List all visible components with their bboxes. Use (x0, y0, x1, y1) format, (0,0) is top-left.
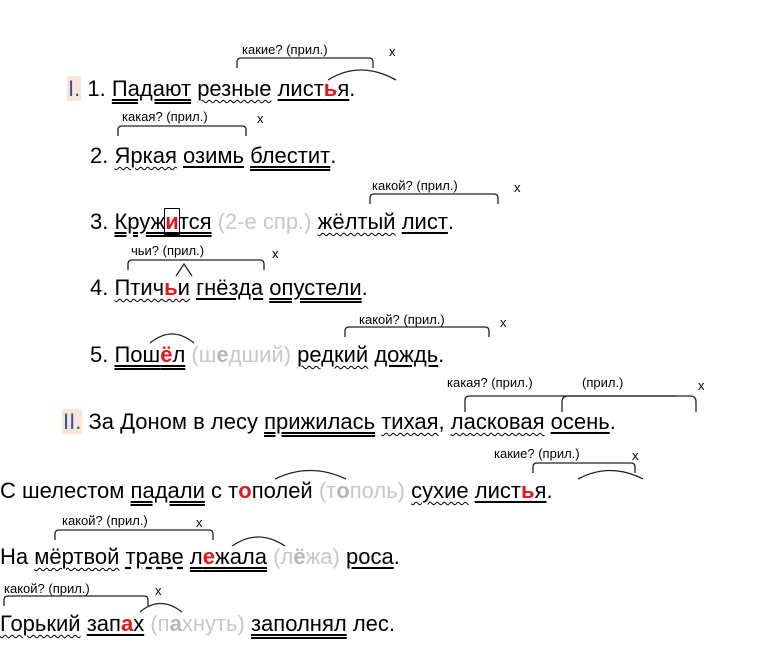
subject: дождь (374, 342, 439, 367)
period: . (330, 143, 337, 168)
sentence-3: 3. Кружится (2-е спр.) жёлтый лист. (90, 208, 454, 236)
question-bracket (532, 462, 636, 473)
circumstance: С шелестом (0, 478, 125, 503)
preposition: с (211, 478, 223, 503)
subject: гнёзда (196, 275, 264, 300)
sentence-6: II. За Доном в лесу прижилась тихая, лас… (62, 408, 616, 436)
question-label: какая? (прил.) (447, 375, 533, 390)
sentence-2: 2. Яркая озимь блестит. (90, 142, 336, 170)
attribute: Птичьи (114, 275, 190, 300)
question-label: какой? (прил.) (372, 178, 458, 193)
question-bracket (236, 57, 374, 68)
subject: листья (277, 76, 350, 101)
x-mark: х (196, 515, 203, 530)
note: (пахнуть) (150, 611, 245, 636)
sentence-8: На мёртвой траве лежала (лёжа) роса. (0, 543, 400, 571)
item-number: 2. (90, 143, 109, 168)
note: (2-е спр.) (217, 209, 312, 234)
question-bracket (344, 326, 490, 337)
sentence-4: 4. Птичьи гнёзда опустели. (90, 274, 368, 302)
circumstance: За Доном в лесу (88, 409, 258, 434)
period: . (546, 478, 553, 503)
question-label: какой? (прил.) (4, 581, 90, 596)
question-label: (прил.) (582, 375, 624, 390)
attribute: резные (197, 76, 272, 101)
subject: роса (345, 544, 394, 569)
subject: лист (401, 209, 448, 234)
period: . (438, 342, 445, 367)
predicate: Падают (111, 76, 192, 101)
circumstance: траве (125, 544, 184, 569)
x-mark: х (272, 246, 279, 261)
root-arc (577, 469, 644, 480)
question-label: чьи? (прил.) (131, 243, 205, 258)
predicate: блестит (250, 143, 331, 168)
attribute: Горький (0, 611, 81, 636)
question-bracket (3, 595, 149, 606)
question-label: какие? (прил.) (494, 446, 580, 461)
attribute: жёлтый (317, 209, 396, 234)
attribute: тихая (381, 409, 439, 434)
comma: , (438, 409, 445, 434)
question-bracket (127, 259, 265, 270)
item-number: 5. (90, 342, 109, 367)
question-bracket (117, 125, 247, 136)
period: . (388, 611, 396, 636)
item-number: 4. (90, 275, 109, 300)
predicate: опустели (269, 275, 362, 300)
note: (тополь) (318, 478, 405, 503)
question-label: какая? (прил.) (122, 109, 208, 124)
preposition: На (0, 544, 29, 569)
sentence-7: С шелестом падали с тополей (тополь) сух… (0, 477, 553, 505)
predicate: лежала (189, 544, 268, 569)
section-number: II. (62, 409, 83, 434)
x-mark: х (389, 44, 396, 59)
predicate: Пошёл (114, 342, 186, 367)
subject: озимь (183, 143, 244, 168)
question-bracket (369, 193, 499, 204)
question-label: какие? (прил.) (242, 42, 328, 57)
subject: листья (474, 478, 547, 503)
period: . (349, 76, 356, 101)
word: тополей (228, 478, 313, 503)
attribute: редкий (297, 342, 369, 367)
question-label: какой? (прил.) (62, 513, 148, 528)
period: . (361, 275, 368, 300)
x-mark: х (155, 583, 162, 598)
note: (лёжа) (273, 544, 340, 569)
predicate: заполнял (250, 611, 347, 636)
object: лес (352, 611, 389, 636)
sentence-5: 5. Пошёл (шедший) редкий дождь. (90, 341, 444, 369)
item-number: 1. (87, 76, 106, 101)
predicate: падали (130, 478, 205, 503)
sentence-9: Горький запах (пахнуть) заполнял лес. (0, 610, 395, 638)
section-number: I. (67, 76, 82, 101)
question-label: какой? (прил.) (359, 312, 445, 327)
period: . (609, 409, 616, 434)
attribute: мёртвой (34, 544, 120, 569)
sentence-1: I. 1. Падают резные листья. (67, 75, 355, 103)
x-mark: х (632, 448, 639, 463)
x-mark: х (698, 378, 705, 393)
attribute: Яркая (114, 143, 177, 168)
attribute: ласковая (450, 409, 545, 434)
predicate: прижилась (264, 409, 376, 434)
predicate: Кружится (114, 208, 212, 235)
subject: запах (86, 611, 145, 636)
period: . (393, 544, 400, 569)
x-mark: х (500, 315, 507, 330)
subject: осень (550, 409, 610, 434)
item-number: 3. (90, 209, 109, 234)
question-bracket (54, 529, 214, 540)
suffix-box: и (164, 208, 180, 235)
note: (шедший) (191, 342, 292, 367)
attribute: сухие (411, 478, 469, 503)
period: . (447, 209, 455, 234)
x-mark: х (257, 111, 264, 126)
x-mark: х (514, 180, 521, 195)
